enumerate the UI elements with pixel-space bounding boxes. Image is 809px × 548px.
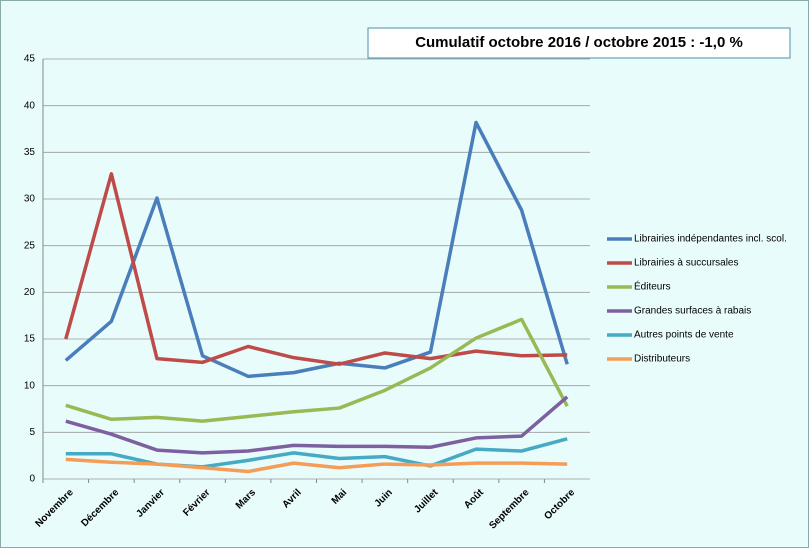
- y-tick-label: 40: [24, 100, 36, 111]
- chart-title: Cumulatif octobre 2016 / octobre 2015 : …: [415, 34, 743, 51]
- legend-label: Autres points de vente: [634, 330, 734, 341]
- legend-label: Distributeurs: [634, 354, 690, 365]
- series-line: [64, 120, 569, 379]
- y-tick-label: 30: [24, 194, 36, 205]
- title-box: [367, 27, 791, 59]
- y-tick-label: 10: [24, 380, 36, 391]
- series-line: [65, 317, 569, 423]
- y-tick-label: 35: [24, 147, 36, 158]
- y-tick-label: 5: [29, 427, 35, 438]
- legend-label: Grandes surfaces à rabais: [634, 306, 751, 317]
- legend-label: Librairies indépendantes incl. scol.: [634, 234, 787, 245]
- series-line: [65, 457, 568, 474]
- legend-label: Éditeurs: [634, 280, 671, 293]
- series-line: [64, 172, 568, 366]
- legend-label: Librairies à succursales: [634, 258, 739, 269]
- series-line: [65, 395, 569, 455]
- y-tick-label: 20: [24, 287, 36, 298]
- y-tick-label: 0: [29, 474, 35, 485]
- y-tick-label: 45: [24, 54, 36, 65]
- y-tick-label: 25: [24, 240, 36, 251]
- y-tick-label: 15: [24, 334, 36, 345]
